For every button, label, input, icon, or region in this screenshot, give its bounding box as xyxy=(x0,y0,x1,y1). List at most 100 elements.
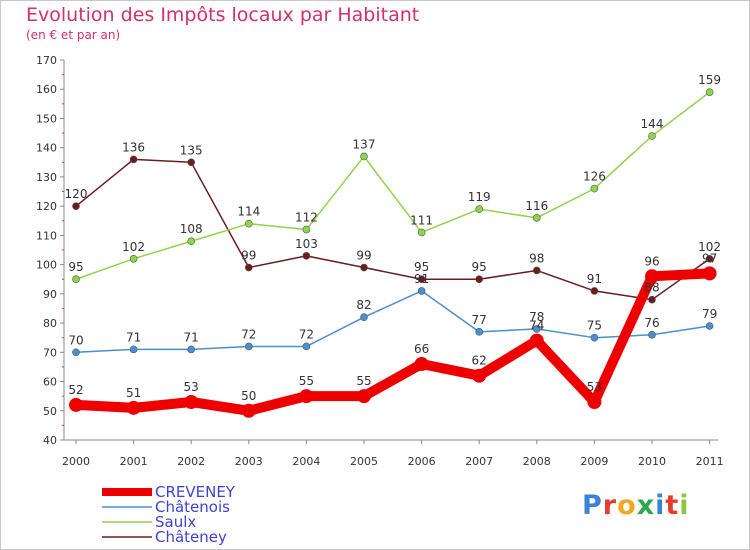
data-point xyxy=(705,254,714,263)
value-label: 72 xyxy=(241,327,256,341)
value-label: 111 xyxy=(410,213,433,227)
x-tick-label: 2003 xyxy=(235,455,263,468)
data-point xyxy=(187,237,195,246)
y-tick-label: 120 xyxy=(36,200,57,213)
value-label: 88 xyxy=(644,281,659,295)
data-point xyxy=(72,275,80,284)
x-tick-label: 2006 xyxy=(408,455,436,468)
data-point xyxy=(417,275,426,284)
value-label: 52 xyxy=(68,383,83,397)
logo-letter: o xyxy=(617,490,637,521)
data-point xyxy=(184,395,199,409)
proxiti-logo: Proxiti xyxy=(582,490,690,521)
value-label: 99 xyxy=(241,249,256,263)
data-point xyxy=(302,252,311,260)
value-label: 102 xyxy=(122,240,145,254)
x-tick-label: 2011 xyxy=(696,455,724,468)
data-point xyxy=(360,152,368,161)
value-label: 119 xyxy=(468,190,491,204)
data-point xyxy=(129,155,138,164)
data-point xyxy=(241,403,256,418)
y-tick-label: 70 xyxy=(43,346,57,359)
value-label: 82 xyxy=(356,298,371,312)
value-label: 144 xyxy=(641,117,664,131)
value-label: 103 xyxy=(295,237,318,251)
logo-letter: i xyxy=(655,490,666,521)
data-point xyxy=(357,389,371,404)
value-label: 99 xyxy=(356,249,371,263)
data-point xyxy=(532,325,541,333)
y-tick-label: 50 xyxy=(43,405,57,418)
data-point xyxy=(302,225,311,234)
data-point xyxy=(245,263,253,272)
value-label: 77 xyxy=(472,313,487,327)
data-point xyxy=(590,333,599,342)
data-point xyxy=(414,357,429,371)
data-point xyxy=(590,287,599,295)
series-0 xyxy=(69,266,717,418)
value-label: 95 xyxy=(68,260,83,274)
data-point xyxy=(648,295,656,304)
value-label: 97 xyxy=(702,251,717,265)
y-tick-label: 150 xyxy=(36,112,57,125)
data-point xyxy=(587,395,602,409)
data-point xyxy=(417,228,426,237)
legend-label: Châtenois xyxy=(155,498,230,516)
data-point xyxy=(129,345,138,354)
y-tick-label: 140 xyxy=(36,142,57,155)
value-label: 102 xyxy=(698,240,721,254)
value-label: 53 xyxy=(587,380,602,394)
value-label: 71 xyxy=(184,330,199,344)
series-line xyxy=(75,158,711,301)
data-point xyxy=(187,345,195,354)
data-point xyxy=(472,368,487,383)
data-point xyxy=(245,219,253,228)
x-tick-label: 2005 xyxy=(350,455,378,468)
value-label: 79 xyxy=(702,307,717,321)
value-label: 53 xyxy=(184,380,199,394)
x-tick-label: 2010 xyxy=(638,455,666,468)
x-tick-label: 2001 xyxy=(120,455,148,468)
y-tick-label: 90 xyxy=(43,288,57,301)
data-point xyxy=(126,400,141,415)
series-line xyxy=(75,290,711,354)
value-label: 114 xyxy=(237,205,260,219)
data-point xyxy=(360,263,368,272)
data-point xyxy=(72,202,80,210)
value-label: 95 xyxy=(414,260,429,274)
y-tick-label: 160 xyxy=(36,83,57,96)
data-point xyxy=(302,342,311,351)
value-label: 116 xyxy=(525,199,548,213)
value-label: 55 xyxy=(356,374,371,388)
value-label: 91 xyxy=(587,272,602,286)
logo-letter: t xyxy=(665,490,680,521)
series-3 xyxy=(72,155,714,304)
value-label: 137 xyxy=(353,137,376,151)
legend-label: Saulx xyxy=(155,513,196,531)
data-point xyxy=(529,333,544,348)
value-label: 66 xyxy=(414,342,429,356)
data-point xyxy=(702,266,717,281)
chart-title: Evolution des Impôts locaux par Habitant xyxy=(26,4,420,26)
data-point xyxy=(245,342,253,351)
value-label: 75 xyxy=(587,319,602,333)
value-label: 74 xyxy=(529,319,544,333)
value-label: 91 xyxy=(414,272,429,286)
x-tick-label: 2008 xyxy=(523,455,551,468)
logo-letter: x xyxy=(636,490,656,521)
legend-label: CREVENEY xyxy=(155,483,236,501)
data-point xyxy=(475,205,484,213)
data-point xyxy=(590,184,599,193)
x-tick-label: 2004 xyxy=(292,455,320,468)
value-label: 96 xyxy=(644,254,659,268)
value-label: 76 xyxy=(644,316,659,330)
data-point xyxy=(705,88,714,96)
data-point xyxy=(475,275,484,284)
data-point xyxy=(532,266,541,275)
y-tick-label: 80 xyxy=(43,317,57,330)
value-label: 50 xyxy=(241,389,256,403)
data-point xyxy=(648,132,656,140)
chart-subtitle: (en € et par an) xyxy=(26,28,121,42)
